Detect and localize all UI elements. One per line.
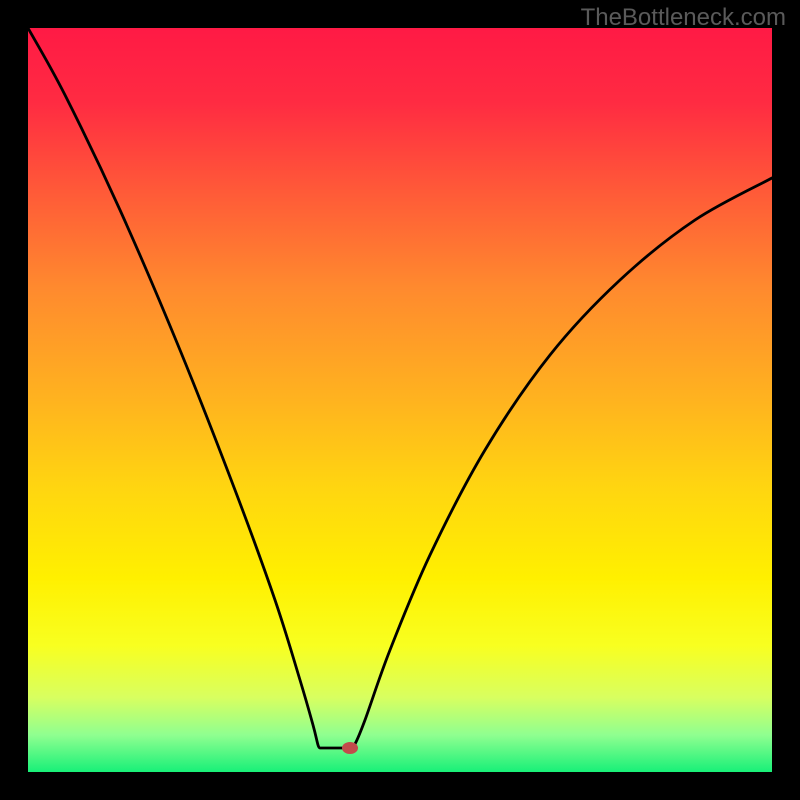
watermark-text: TheBottleneck.com (581, 4, 786, 32)
bottleneck-chart-svg (0, 0, 800, 800)
gradient-background (28, 28, 772, 772)
chart-root: TheBottleneck.com (0, 0, 800, 800)
minimum-marker (342, 742, 358, 754)
